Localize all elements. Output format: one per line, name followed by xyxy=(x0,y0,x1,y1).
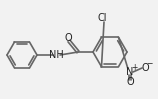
Text: −: − xyxy=(146,59,152,69)
Text: Cl: Cl xyxy=(97,13,107,23)
Text: +: + xyxy=(131,63,137,72)
Text: O: O xyxy=(126,77,134,87)
Text: O: O xyxy=(64,33,72,43)
Text: NH: NH xyxy=(49,50,63,60)
Text: N: N xyxy=(126,67,134,77)
Text: O: O xyxy=(141,63,149,73)
